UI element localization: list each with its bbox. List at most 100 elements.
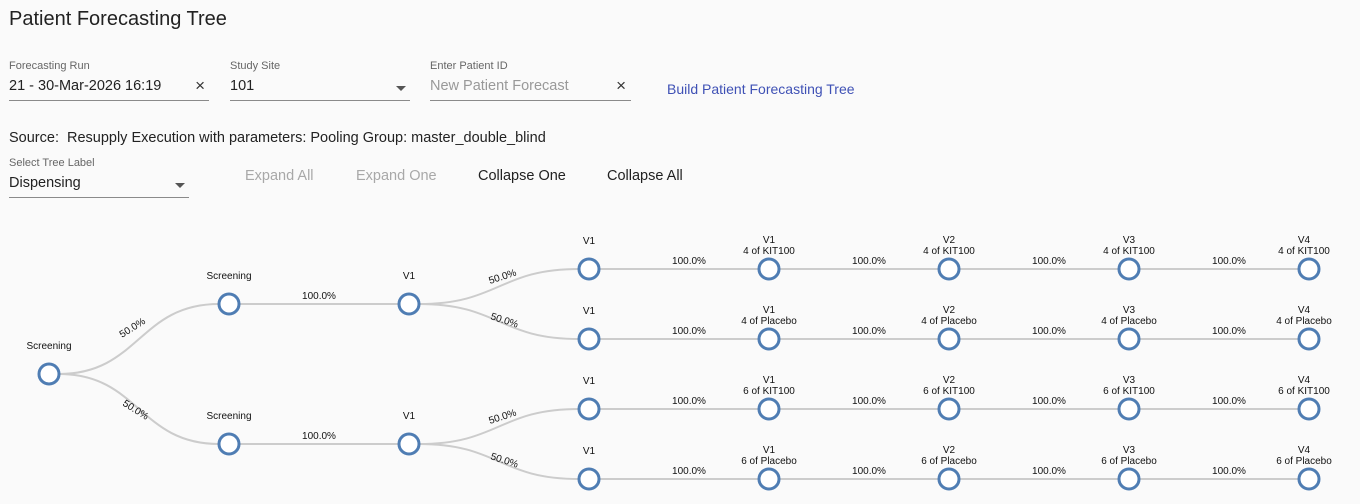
tree-label-select[interactable]: Select Tree Label Dispensing	[9, 157, 189, 199]
forecasting-run-value[interactable]: 21 - 30-Mar-2026 16:19	[9, 78, 162, 94]
node-label: V1	[583, 446, 596, 457]
tree-label-underline	[9, 197, 189, 198]
link-percent-label: 100.0%	[1032, 466, 1066, 477]
link-percent-label: 50.0%	[489, 451, 519, 470]
clear-patient-id-icon[interactable]: ×	[616, 76, 626, 95]
link-percent-label: 100.0%	[1212, 396, 1246, 407]
collapse-all-button[interactable]: Collapse All	[607, 168, 683, 184]
tree-node[interactable]	[1297, 467, 1321, 491]
node-sub-label: 6 of Placebo	[1276, 456, 1332, 467]
node-label: V2	[943, 235, 956, 246]
patient-id-field[interactable]: Enter Patient ID New Patient Forecast ×	[430, 60, 631, 102]
node-sub-label: 4 of Placebo	[741, 316, 797, 327]
link-percent-label: 100.0%	[1212, 466, 1246, 477]
tree-node[interactable]	[1297, 257, 1321, 281]
link-percent-label: 100.0%	[852, 466, 886, 477]
study-site-select[interactable]: Study Site 101	[230, 60, 410, 102]
tree-node[interactable]	[577, 397, 601, 421]
tree-node[interactable]	[397, 432, 421, 456]
tree-node[interactable]	[217, 432, 241, 456]
expand-one-button[interactable]: Expand One	[356, 168, 437, 184]
tree-node[interactable]	[1117, 397, 1141, 421]
tree-link	[418, 268, 580, 305]
link-percent-label: 100.0%	[852, 256, 886, 267]
tree-link	[418, 408, 580, 445]
node-sub-label: 4 of Placebo	[1101, 316, 1157, 327]
build-tree-button[interactable]: Build Patient Forecasting Tree	[667, 81, 855, 97]
link-percent-label: 100.0%	[1032, 256, 1066, 267]
tree-node[interactable]	[757, 327, 781, 351]
node-label: Screening	[206, 271, 251, 282]
node-label: V3	[1123, 445, 1136, 456]
node-sub-label: 4 of KIT100	[743, 246, 795, 257]
link-percent-label: 100.0%	[672, 396, 706, 407]
tree-node[interactable]	[757, 397, 781, 421]
node-label: V3	[1123, 305, 1136, 316]
tree-node[interactable]	[937, 327, 961, 351]
node-sub-label: 4 of Placebo	[1276, 316, 1332, 327]
node-label: V3	[1123, 235, 1136, 246]
node-label: V4	[1298, 235, 1311, 246]
tree-node[interactable]	[1117, 467, 1141, 491]
link-percent-label: 100.0%	[852, 396, 886, 407]
node-label: V2	[943, 375, 956, 386]
tree-node[interactable]	[757, 467, 781, 491]
link-percent-label: 100.0%	[302, 291, 336, 302]
source-label: Source:	[9, 130, 59, 146]
tree-label-label: Select Tree Label	[9, 157, 95, 169]
tree-node[interactable]	[1117, 327, 1141, 351]
tree-label-value[interactable]: Dispensing	[9, 175, 81, 191]
tree-label-dropdown-icon[interactable]	[175, 183, 185, 188]
node-label: V4	[1298, 305, 1311, 316]
study-site-underline	[230, 100, 410, 101]
tree-node[interactable]	[1297, 327, 1321, 351]
tree-node-root[interactable]	[37, 362, 61, 386]
node-label: V4	[1298, 375, 1311, 386]
tree-node[interactable]	[217, 292, 241, 316]
node-label: V4	[1298, 445, 1311, 456]
node-sub-label: 6 of KIT100	[923, 386, 975, 397]
node-label: V1	[763, 235, 776, 246]
node-label: V1	[763, 305, 776, 316]
tree-node[interactable]	[1117, 257, 1141, 281]
tree-node[interactable]	[937, 467, 961, 491]
forecasting-run-field[interactable]: Forecasting Run 21 - 30-Mar-2026 16:19 ×	[9, 60, 209, 102]
collapse-one-button[interactable]: Collapse One	[478, 168, 566, 184]
link-percent-label: 100.0%	[672, 326, 706, 337]
tree-link	[418, 443, 580, 480]
study-site-value[interactable]: 101	[230, 78, 255, 94]
node-label: V2	[943, 305, 956, 316]
link-percent-label: 50.0%	[118, 316, 148, 340]
study-site-dropdown-icon[interactable]	[396, 86, 406, 91]
page-title: Patient Forecasting Tree	[9, 8, 227, 30]
tree-node[interactable]	[757, 257, 781, 281]
tree-node[interactable]	[577, 327, 601, 351]
node-label: V1	[583, 376, 596, 387]
link-percent-label: 100.0%	[1032, 326, 1066, 337]
tree-node[interactable]	[577, 257, 601, 281]
link-percent-label: 100.0%	[302, 431, 336, 442]
source-line: Source: Resupply Execution with parameter…	[9, 130, 546, 146]
link-percent-label: 100.0%	[852, 326, 886, 337]
node-label: V2	[943, 445, 956, 456]
link-percent-label: 100.0%	[672, 256, 706, 267]
node-sub-label: 4 of KIT100	[923, 246, 975, 257]
node-label: V1	[583, 236, 596, 247]
node-sub-label: 6 of Placebo	[921, 456, 977, 467]
node-sub-label: 6 of Placebo	[1101, 456, 1157, 467]
link-percent-label: 50.0%	[489, 311, 519, 330]
node-label: V3	[1123, 375, 1136, 386]
tree-node[interactable]	[937, 257, 961, 281]
tree-node[interactable]	[1297, 397, 1321, 421]
tree-node[interactable]	[397, 292, 421, 316]
forecasting-run-underline	[9, 100, 209, 101]
tree-node[interactable]	[937, 397, 961, 421]
node-sub-label: 6 of KIT100	[1278, 386, 1330, 397]
expand-all-button[interactable]: Expand All	[245, 168, 314, 184]
patient-id-input[interactable]: New Patient Forecast	[430, 78, 569, 94]
clear-forecasting-run-icon[interactable]: ×	[195, 76, 205, 95]
link-percent-label: 100.0%	[1032, 396, 1066, 407]
node-sub-label: 4 of KIT100	[1278, 246, 1330, 257]
tree-node[interactable]	[577, 467, 601, 491]
